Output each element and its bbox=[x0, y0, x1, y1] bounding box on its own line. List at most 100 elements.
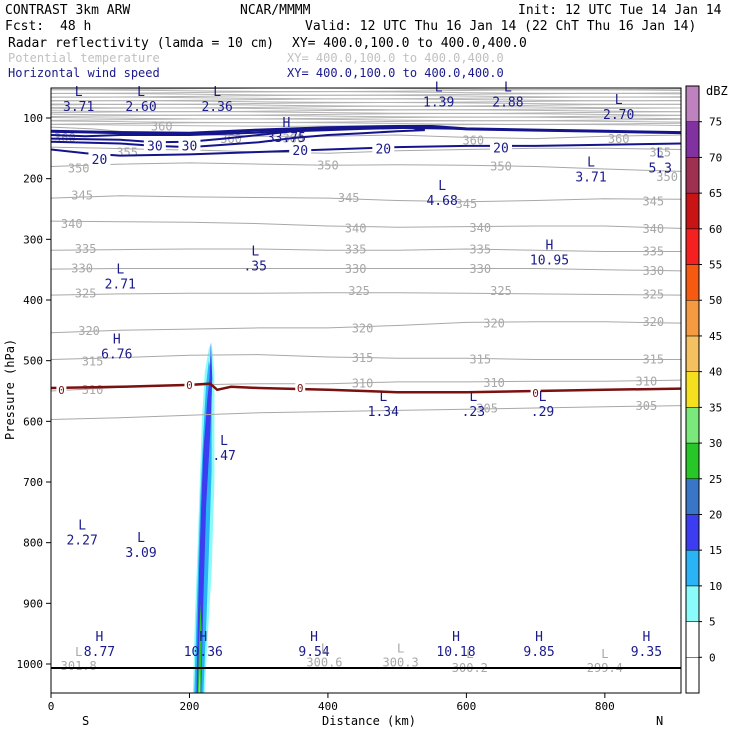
theta-contour-line bbox=[51, 146, 681, 154]
plot-frame bbox=[50, 87, 682, 694]
zero-isotherm-label: 0 bbox=[186, 379, 193, 392]
wind-extremum-value: 2.88 bbox=[492, 96, 523, 111]
colorbar-swatch bbox=[685, 299, 700, 337]
wind-extremum-marker: L bbox=[116, 263, 124, 278]
theta-contour-label: 340 bbox=[345, 221, 367, 235]
y-tick-label: 500 bbox=[23, 355, 43, 368]
north-end-label: N bbox=[656, 714, 663, 728]
wind-extremum-marker: H bbox=[535, 630, 543, 645]
wind-extremum-value: 9.54 bbox=[298, 645, 329, 660]
colorbar-level-label: 70 bbox=[709, 151, 722, 164]
wind-extremum-value: 3.71 bbox=[63, 100, 94, 115]
x-tick-label: 800 bbox=[595, 700, 615, 713]
theta-contour-label: 310 bbox=[352, 377, 374, 391]
wind-extremum-value: 8.77 bbox=[84, 645, 115, 660]
theta-contour-label: 345 bbox=[71, 189, 93, 203]
wind-extremum-marker: L bbox=[469, 390, 477, 405]
wind-extremum-value: 2.60 bbox=[125, 100, 156, 115]
colorbar-level-label: 25 bbox=[709, 473, 722, 486]
wind-extremum-marker: L bbox=[213, 85, 221, 100]
wind-extremum-marker: L bbox=[78, 519, 86, 534]
y-axis: 100 200 300 400 500 600 700 800 900 1000 bbox=[17, 112, 51, 671]
colorbar-swatch bbox=[685, 657, 700, 694]
colorbar-swatch bbox=[685, 514, 700, 551]
theta-contour-label: 360 bbox=[220, 132, 242, 146]
wind-extremum-value: 5.3 bbox=[648, 161, 671, 176]
wind-extremum-value: 3.71 bbox=[575, 170, 606, 185]
theta-contour-line bbox=[51, 248, 681, 252]
theta-contour-label: 315 bbox=[82, 354, 104, 368]
wind-contour-label: 20 bbox=[92, 153, 108, 168]
colorbar-swatch bbox=[685, 621, 700, 658]
wind-extremum-value: 9.85 bbox=[523, 645, 554, 660]
theta-contour-label: 345 bbox=[642, 195, 664, 209]
colorbar: dBZ 0 5 10 15 20 25 30 35 40 45 50 55 60 65 70 75 bbox=[685, 84, 728, 694]
wind-extremum-value: 2.70 bbox=[603, 108, 634, 123]
zero-label-backdrop bbox=[530, 386, 541, 398]
theta-contour-label: 325 bbox=[490, 284, 512, 298]
field-xy-reflectivity: XY= 400.0,100.0 to 400.0,400.0 bbox=[292, 36, 527, 51]
wind-extremum-marker: H bbox=[546, 238, 554, 253]
upper-theta-contour bbox=[51, 120, 681, 124]
wind-extremum-value: 9.35 bbox=[631, 645, 662, 660]
colorbar-swatch bbox=[685, 585, 700, 622]
colorbar-swatch bbox=[685, 478, 700, 515]
wind-extremum-value: 10.18 bbox=[436, 645, 475, 660]
fcst-value: 48 h bbox=[60, 19, 91, 34]
wind-extremum-value: 2.27 bbox=[66, 534, 97, 549]
y-tick-label: 100 bbox=[23, 112, 43, 125]
surface-theta-marker: L bbox=[321, 641, 328, 655]
theta-contour-label: 310 bbox=[483, 376, 505, 390]
theta-contour-line bbox=[51, 195, 681, 203]
upper-theta-contour bbox=[51, 116, 681, 120]
colorbar-level-label: 10 bbox=[709, 580, 722, 593]
wind-extremum-value: 10.95 bbox=[530, 253, 569, 268]
theta-contour-line bbox=[51, 354, 681, 360]
theta-contour-label: 340 bbox=[642, 222, 664, 236]
theta-contour-label: 325 bbox=[75, 286, 97, 300]
reflectivity-band bbox=[197, 603, 202, 693]
theta-contour-label: 340 bbox=[469, 221, 491, 235]
theta-contour-label: 340 bbox=[61, 217, 83, 231]
wind-contour-label: 20 bbox=[493, 141, 509, 156]
y-tick-label: 900 bbox=[23, 597, 43, 610]
wind-extremum-value: .47 bbox=[212, 449, 235, 464]
colorbar-swatch bbox=[685, 192, 700, 230]
wind-extremum-marker: L bbox=[251, 245, 259, 260]
theta-contour-line bbox=[51, 321, 681, 334]
x-tick-label: 200 bbox=[180, 700, 200, 713]
colorbar-level-label: 45 bbox=[709, 330, 722, 343]
upper-theta-contour bbox=[51, 111, 681, 114]
wind-contours: 30 30 20 20 20 20 bbox=[51, 125, 681, 168]
wind-extremum-value: 4.68 bbox=[426, 194, 457, 209]
zero-label-backdrop bbox=[56, 383, 67, 395]
theta-contour-label: 320 bbox=[78, 324, 100, 338]
wind-extremum-value: 2.36 bbox=[201, 100, 232, 115]
theta-contour-label: 330 bbox=[469, 262, 491, 276]
y-tick-label: 400 bbox=[23, 294, 43, 307]
theta-contour-label: 345 bbox=[456, 197, 478, 211]
upper-theta-contour bbox=[51, 118, 681, 122]
south-end-label: S bbox=[82, 714, 89, 728]
field-xy-theta: XY= 400.0,100.0 to 400.0,400.0 bbox=[287, 51, 504, 65]
theta-contour-label: 305 bbox=[476, 402, 498, 416]
theta-contour-label: 305 bbox=[636, 399, 658, 413]
wind-extremum-marker: L bbox=[656, 146, 664, 161]
wind-extremum-marker: H bbox=[452, 630, 460, 645]
field-name-theta: Potential temperature bbox=[8, 51, 160, 65]
wind-extremum-value: 33.75 bbox=[267, 131, 306, 146]
theta-contour-label: 335 bbox=[345, 243, 367, 257]
wind-extremum-value: .23 bbox=[462, 405, 485, 420]
theta-contour-line bbox=[51, 220, 681, 229]
wind-extremum-value: 3.09 bbox=[125, 546, 156, 561]
theta-contour-label: 360 bbox=[608, 132, 630, 146]
valid-time: Valid: 12 UTC Thu 16 Jan 14 (22 ChT Thu … bbox=[305, 19, 696, 34]
reflectivity-shading bbox=[192, 342, 215, 693]
wind-extremum-marker: L bbox=[137, 531, 145, 546]
theta-contour-label: 330 bbox=[642, 264, 664, 278]
upper-boundary-contours bbox=[51, 88, 681, 127]
theta-contour-label: 315 bbox=[642, 352, 664, 366]
